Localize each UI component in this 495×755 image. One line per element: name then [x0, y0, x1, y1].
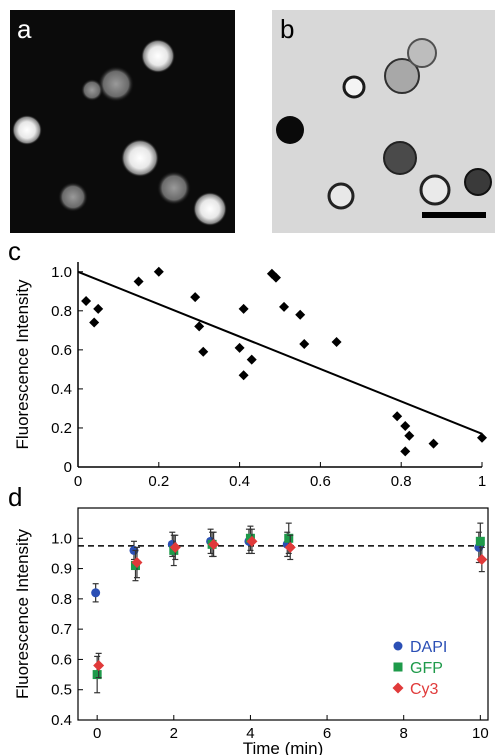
- brightfield-droplet: [276, 116, 304, 144]
- legend-marker: [392, 682, 404, 694]
- brightfield-micrograph: b: [272, 10, 495, 233]
- data-point-cy3: [208, 538, 220, 550]
- data-point: [89, 317, 100, 328]
- brightfield-droplet: [327, 182, 355, 210]
- data-point-cy3: [284, 541, 296, 553]
- data-point-cy3: [93, 659, 105, 671]
- brightfield-droplet: [383, 141, 417, 175]
- x-tick-label: 6: [323, 725, 331, 742]
- y-tick-label: 0.2: [51, 420, 72, 437]
- y-tick-label: 0.7: [51, 621, 72, 638]
- y-tick-label: 0.4: [51, 381, 72, 398]
- x-tick-label: 0: [93, 725, 101, 742]
- legend-label: GFP: [410, 660, 443, 677]
- panel-label-c: c: [8, 236, 21, 266]
- data-point-cy3: [246, 535, 258, 547]
- data-point: [234, 342, 245, 353]
- y-tick-label: 0: [64, 459, 72, 476]
- data-point: [93, 303, 104, 314]
- fluorescence-micrograph: a: [10, 10, 235, 233]
- brightfield-droplet: [407, 38, 437, 68]
- y-tick-label: 0.8: [51, 591, 72, 608]
- fluorescent-droplet: [193, 192, 227, 226]
- x-tick-label: 0.2: [148, 473, 169, 490]
- x-tick-label: 0.6: [310, 473, 331, 490]
- plot-frame: [77, 507, 489, 721]
- legend-marker: [393, 641, 403, 651]
- y-axis-label: Fluorescence Intensity: [13, 279, 32, 450]
- brightfield-droplet: [384, 58, 420, 94]
- data-point-cy3: [131, 557, 143, 569]
- chart-c: 00.20.40.60.8100.20.40.60.81.0Brightfiel…: [13, 262, 487, 490]
- x-axis-label: Time (min): [243, 739, 324, 755]
- data-point: [238, 303, 249, 314]
- data-point: [133, 276, 144, 287]
- fit-line: [77, 270, 483, 435]
- y-tick-label: 0.6: [51, 651, 72, 668]
- data-point-cy3: [476, 553, 488, 565]
- x-tick-label: 0.8: [391, 473, 412, 490]
- x-tick-label: 8: [400, 725, 408, 742]
- chart-d: 0 2 4 6 8 10 0.4 0.5 0.6 0.7 0.8 0.9 1.0 DAPI GFP Cy3 Ti…: [13, 507, 489, 755]
- scale-bar: [422, 212, 486, 218]
- data-point: [295, 309, 306, 320]
- y-tick-label: 1.0: [51, 530, 72, 547]
- x-tick-label: 4: [246, 725, 254, 742]
- data-point: [198, 346, 209, 357]
- x-tick-label: 2: [170, 725, 178, 742]
- fluorescent-droplet: [81, 79, 103, 101]
- data-point: [400, 446, 411, 457]
- y-axis-label: Fluorescence Intensity: [13, 528, 32, 699]
- y-tick-label: 0.8: [51, 303, 72, 320]
- y-tick-label: 0.4: [51, 712, 72, 729]
- fluorescent-droplet: [58, 182, 88, 212]
- legend-label: Cy3: [410, 681, 439, 698]
- x-tick-label: 0.4: [229, 473, 250, 490]
- panel-label-d: d: [8, 482, 23, 512]
- brightfield-droplet: [342, 75, 366, 99]
- data-point: [270, 272, 281, 283]
- data-point: [331, 337, 342, 348]
- data-point-gfp: [92, 670, 102, 680]
- fluorescent-droplet: [121, 139, 159, 177]
- data-point: [428, 438, 439, 449]
- data-point-gfp: [284, 533, 294, 543]
- x-tick-label: 10: [472, 725, 489, 742]
- legend-marker: [393, 662, 403, 672]
- legend-label: DAPI: [410, 639, 447, 656]
- data-point: [190, 292, 201, 303]
- brightfield-image-drawing: [276, 38, 492, 218]
- data-point: [392, 411, 403, 422]
- data-point: [194, 321, 205, 332]
- fluorescent-droplet: [141, 39, 175, 73]
- fluorescence-image-drawing: [12, 39, 227, 226]
- data-point: [404, 430, 415, 441]
- data-point-gfp: [475, 536, 485, 546]
- fluorescent-droplet: [98, 66, 134, 102]
- data-point: [246, 354, 257, 365]
- data-point: [279, 301, 290, 312]
- fluorescent-droplet: [157, 171, 191, 205]
- x-tick-label: 1: [478, 473, 486, 490]
- data-point: [81, 296, 92, 307]
- brightfield-droplet: [419, 174, 451, 206]
- y-tick-label: 0.6: [51, 342, 72, 359]
- data-point: [477, 432, 487, 443]
- fluorescent-droplet: [12, 115, 42, 145]
- data-point-dapi: [91, 588, 101, 598]
- data-point: [400, 421, 411, 431]
- data-point: [266, 268, 277, 279]
- brightfield-droplet: [464, 168, 492, 196]
- data-point: [153, 266, 164, 277]
- y-tick-label: 1.0: [51, 264, 72, 281]
- data-point-cy3: [169, 541, 181, 553]
- panel-label-a: a: [17, 14, 32, 44]
- y-tick-label: 0.9: [51, 561, 72, 578]
- y-tick-label: 0.5: [51, 682, 72, 699]
- panel-label-b: b: [280, 14, 295, 44]
- data-point: [299, 339, 310, 349]
- x-tick-label: 0: [74, 473, 82, 490]
- data-point: [238, 370, 249, 381]
